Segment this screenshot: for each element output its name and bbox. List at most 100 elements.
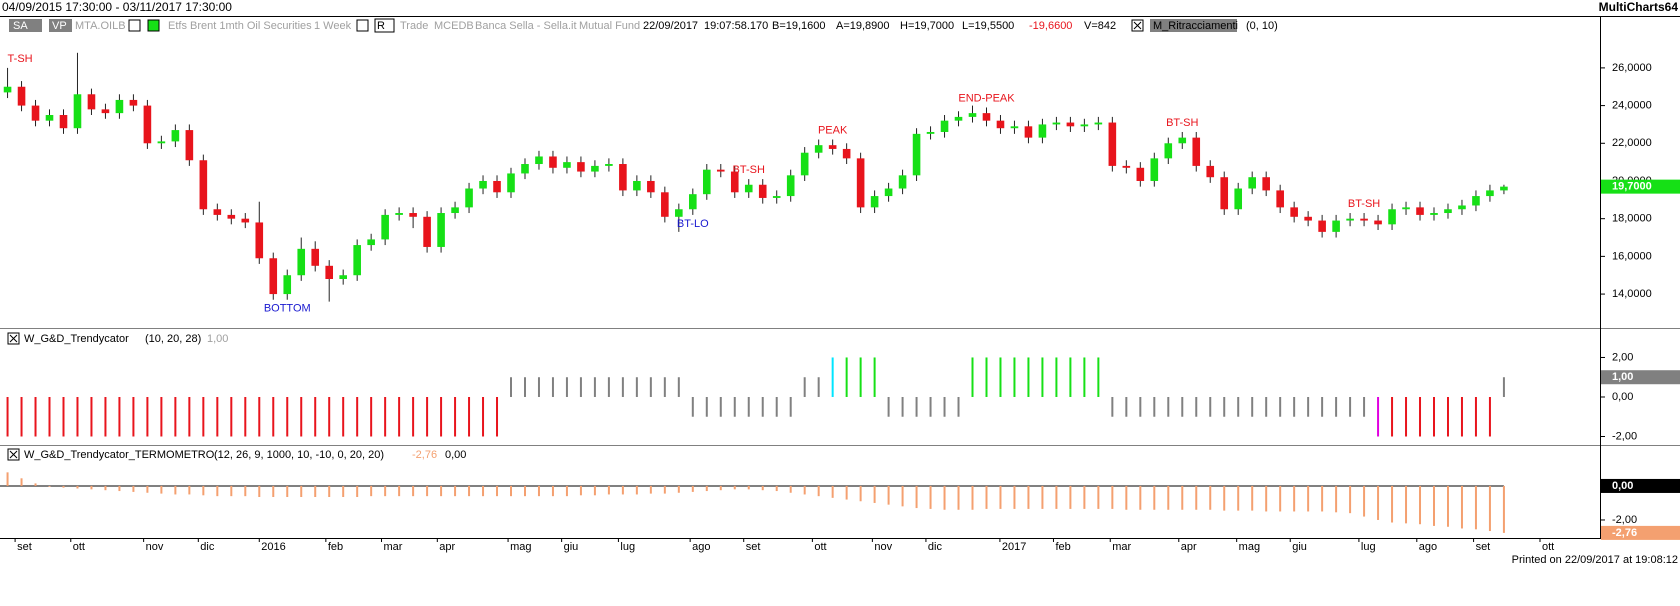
candle-body (129, 99, 138, 106)
candle-body (521, 164, 529, 174)
candle-body (661, 192, 669, 217)
candle-body (675, 209, 683, 217)
sa-button[interactable] (9, 19, 42, 32)
candle-body (605, 164, 613, 166)
candle-body (828, 145, 837, 149)
candle-body (17, 86, 26, 106)
study-value: -2,76 (412, 449, 437, 461)
candle-body (171, 130, 180, 142)
candle-body (786, 175, 795, 197)
dropdown[interactable] (128, 19, 141, 32)
candle-body (227, 214, 236, 219)
x-tick-label: apr (439, 541, 455, 553)
candle-body (1150, 158, 1159, 181)
trade: Trade (400, 20, 428, 32)
candle-body (3, 86, 12, 93)
annotation: T-SH (8, 53, 33, 65)
candle-body (451, 207, 459, 214)
candle-body (591, 165, 599, 172)
candle-body (577, 162, 585, 172)
annotation: END-PEAK (958, 92, 1015, 104)
x-tick-label: mar (384, 541, 403, 553)
candle-body (297, 248, 306, 276)
footer: Printed on 22/09/2017 at 19:08:12 (1512, 554, 1678, 566)
candle-body (325, 265, 334, 279)
candle-body (395, 213, 403, 215)
candle-body (1122, 165, 1131, 168)
candle-body (884, 188, 893, 197)
candle-body (912, 133, 921, 176)
candle-body (689, 194, 697, 210)
r-button[interactable] (374, 18, 395, 33)
candle-body (856, 158, 865, 208)
x-tick-label: set (1476, 541, 1491, 553)
candle-body (633, 180, 641, 191)
candle-body (996, 120, 1005, 129)
y-tick-label: 26,0000 (1612, 62, 1652, 74)
y-tick-label: -2,00 (1612, 514, 1637, 526)
last-value-label: -2,76 (1612, 527, 1637, 539)
candle-body (1136, 167, 1145, 181)
candle-body (772, 196, 781, 198)
date: 22/09/2017 (643, 20, 698, 32)
x-tick-label: set (746, 541, 761, 553)
candle-body (1178, 137, 1187, 144)
candle-body (1444, 209, 1452, 214)
candle-body (549, 156, 557, 168)
category: Mutual Fund (579, 20, 640, 32)
candle-body (31, 105, 40, 121)
candle-body (1472, 196, 1480, 206)
x-tick-label: ago (692, 541, 710, 553)
candle-body (87, 94, 96, 110)
last-value-box (1601, 179, 1680, 194)
broker: Banca Sella - Sella.it (475, 20, 577, 32)
close-icon (9, 334, 18, 343)
candle-body (1332, 220, 1340, 232)
candle-body (507, 173, 515, 193)
bid: B=19,1600 (772, 20, 826, 32)
study-value: 0,00 (445, 449, 466, 461)
candle-body (716, 169, 725, 172)
x-tick-label: lug (1361, 541, 1376, 553)
candle-body (1220, 177, 1229, 210)
y-tick-label: 0,00 (1612, 391, 1633, 403)
change: -19,6600 (1029, 20, 1072, 32)
time: 19:07:58.170 (704, 20, 768, 32)
candle-body (115, 99, 124, 114)
candle-body (269, 258, 278, 295)
resolution: 1 Week (314, 20, 352, 32)
x-tick-label: apr (1181, 541, 1197, 553)
candle-body (339, 275, 347, 279)
candle-body (1360, 218, 1368, 221)
candle-body (1052, 122, 1061, 125)
candle-body (1276, 190, 1284, 208)
candle-body (800, 152, 809, 176)
vp-button[interactable] (49, 19, 72, 32)
candle-body (730, 171, 739, 193)
study-params: (10, 20, 28) (145, 333, 201, 345)
candle-body (381, 214, 389, 240)
x-tick-label: feb (328, 541, 343, 553)
candle-body (870, 196, 879, 208)
candle-body (535, 156, 543, 165)
study-box[interactable] (1150, 19, 1237, 32)
x-tick-label: set (17, 541, 32, 553)
annotation: BT-SH (1348, 198, 1380, 210)
candle-body (465, 188, 473, 208)
candle-body (744, 184, 753, 193)
window-title: 04/09/2015 17:30:00 - 03/11/2017 17:30:0… (2, 0, 232, 14)
candle-body (940, 120, 949, 132)
sa-label: SA (13, 20, 28, 32)
candle-body (1164, 143, 1173, 159)
candle-body (1206, 165, 1215, 178)
last-value-label: 19,7000 (1612, 181, 1652, 193)
color-button[interactable] (147, 19, 160, 32)
annotation: BT-LO (677, 218, 709, 230)
dropdown[interactable] (356, 19, 369, 32)
candle-body (1458, 205, 1466, 210)
candle-body (1248, 177, 1256, 189)
candle-body (1066, 122, 1075, 127)
exchange: MCEDB (434, 20, 474, 32)
candle-body (185, 130, 194, 161)
